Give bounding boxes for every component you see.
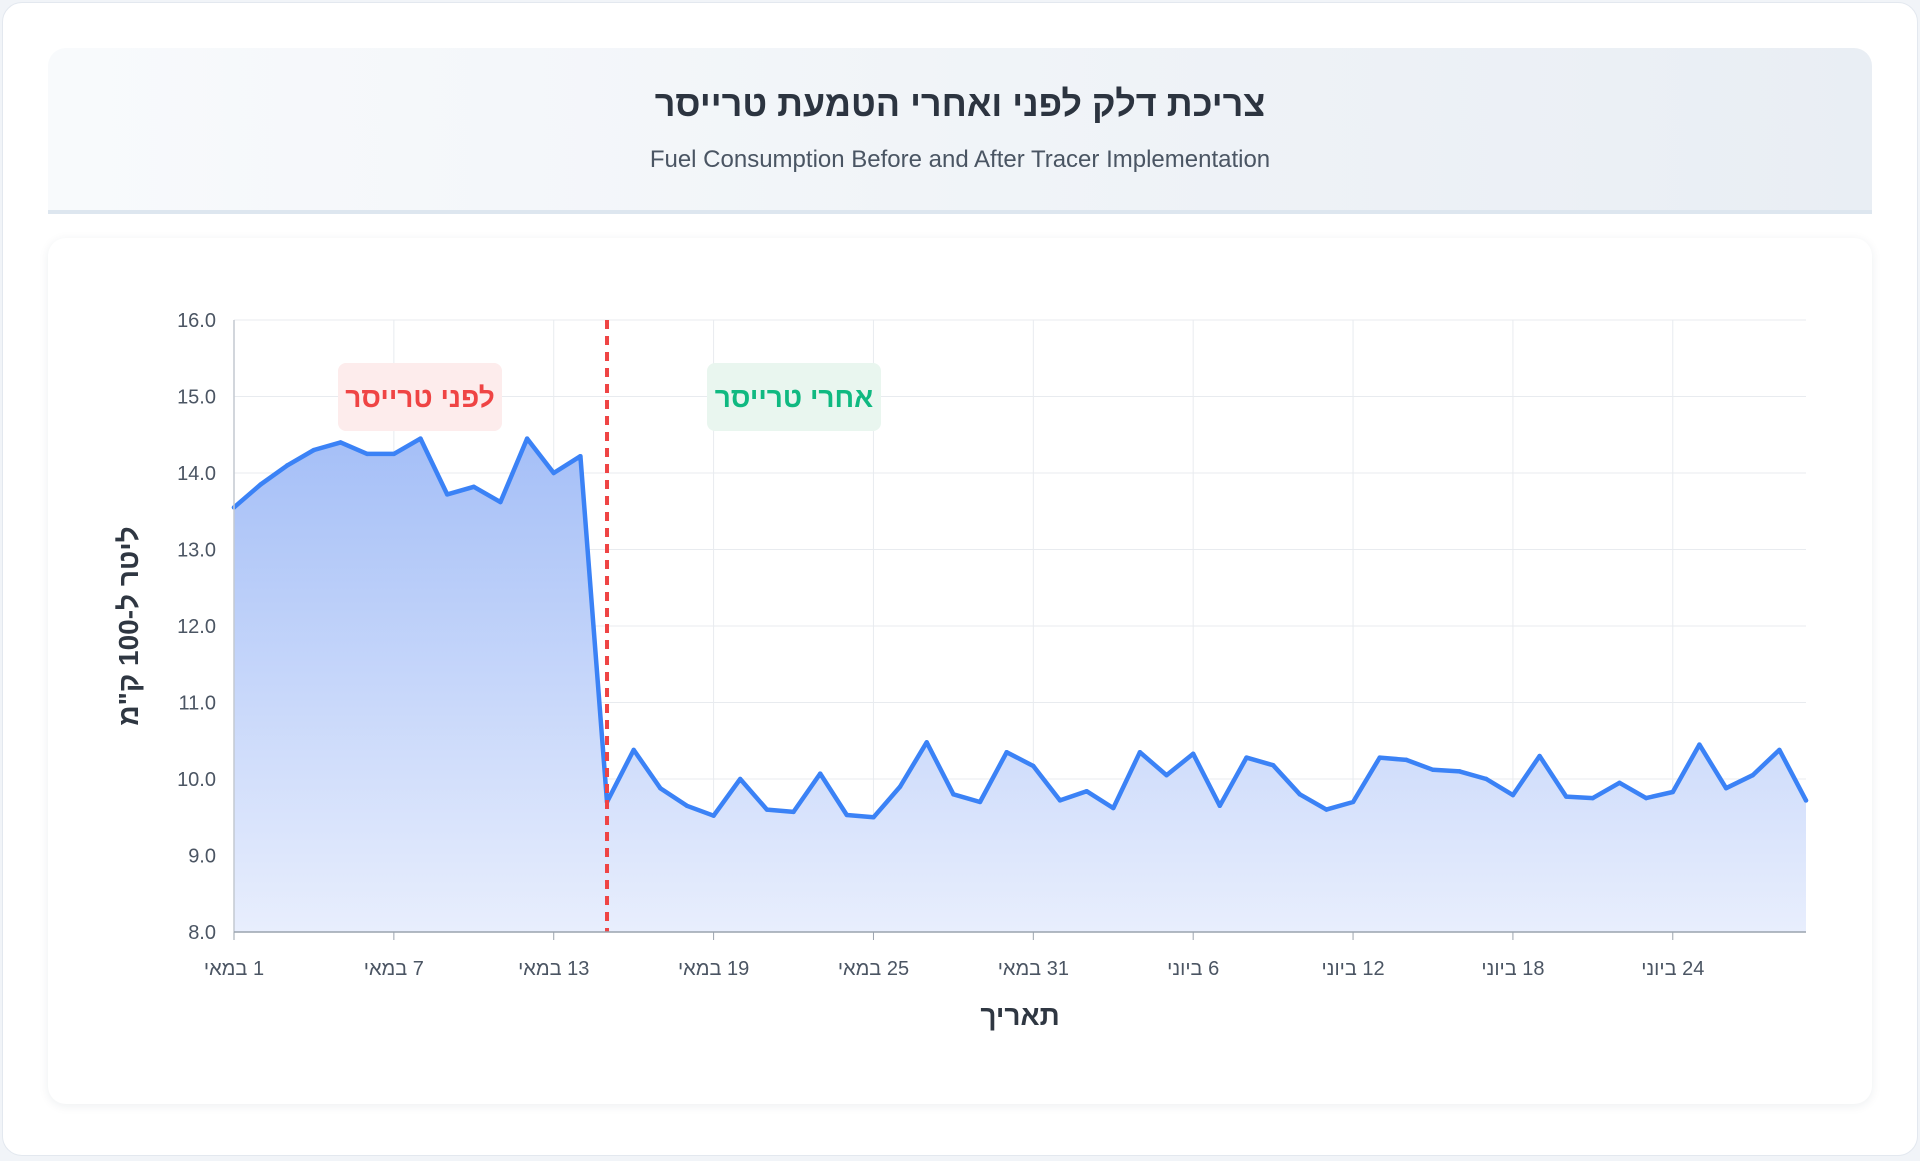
data-point <box>578 453 583 459</box>
data-point <box>285 463 290 468</box>
y-tick-label: 14.0 <box>177 463 216 485</box>
data-point <box>1111 805 1116 811</box>
x-tick-label: 6 ביוני <box>1167 958 1219 980</box>
x-tick-label: 7 במאי <box>364 958 424 980</box>
data-point <box>1670 789 1675 795</box>
data-point <box>1297 792 1302 797</box>
y-tick-label: 15.0 <box>177 387 216 409</box>
data-point <box>1457 769 1462 774</box>
fuel-consumption-chart: לפני טרייסר אחרי טרייסר 16.015.014.013.01… <box>113 310 1809 1031</box>
data-point <box>1324 807 1329 812</box>
data-point <box>498 499 503 505</box>
data-point <box>1377 755 1382 760</box>
data-point <box>738 776 743 782</box>
y-tick-label: 10.0 <box>177 769 216 791</box>
before-zone-label: לפני טרייסר <box>345 382 494 413</box>
data-point <box>1244 755 1249 760</box>
data-point <box>844 812 850 818</box>
y-tick-label: 9.0 <box>188 846 216 868</box>
data-point <box>924 740 929 745</box>
data-point <box>951 792 956 797</box>
data-point <box>1777 747 1782 753</box>
x-tick-label: 19 במאי <box>678 958 749 980</box>
data-point <box>1350 799 1356 805</box>
x-tick-label: 31 במאי <box>998 958 1069 980</box>
data-point <box>551 470 556 476</box>
data-point <box>1217 803 1223 808</box>
x-tick-label: 1 במאי <box>204 958 264 980</box>
data-point <box>258 482 263 487</box>
chart-title: צריכת דלק לפני ואחרי הטמעת טרייסר <box>654 83 1266 124</box>
data-point <box>764 807 770 812</box>
y-tick-label: 8.0 <box>188 922 216 944</box>
area-layer <box>231 436 1809 932</box>
y-tick-label: 11.0 <box>179 693 216 715</box>
y-tick-label: 12.0 <box>177 616 216 638</box>
x-axis-title: תאריך <box>980 1000 1059 1031</box>
data-point <box>311 447 317 453</box>
data-point <box>1137 750 1143 755</box>
series-line <box>231 436 1809 820</box>
x-tick-label: 25 במאי <box>838 958 909 980</box>
zone-labels: לפני טרייסר אחרי טרייסר <box>338 363 881 431</box>
chart-subtitle: Fuel Consumption Before and After Tracer… <box>649 146 1271 173</box>
data-point <box>1537 753 1542 759</box>
data-point <box>1057 798 1063 803</box>
data-point <box>817 771 823 776</box>
data-point <box>977 799 983 805</box>
data-point <box>1270 763 1276 768</box>
data-point <box>418 436 423 441</box>
data-point <box>365 451 370 457</box>
y-tick-label: 13.0 <box>177 540 216 562</box>
data-point <box>871 815 876 820</box>
data-point <box>1590 795 1596 801</box>
data-point <box>1564 794 1569 799</box>
x-tick-label: 24 ביוני <box>1641 958 1704 980</box>
data-point <box>1697 742 1702 747</box>
data-point <box>684 803 690 808</box>
data-point <box>1510 792 1516 798</box>
after-zone-label: אחרי טרייסר <box>715 382 873 413</box>
data-point <box>1803 798 1809 803</box>
data-point <box>1031 763 1036 769</box>
series-area <box>234 438 1806 932</box>
data-point <box>711 813 716 818</box>
data-point <box>391 451 397 457</box>
data-point <box>338 440 343 445</box>
y-axis-title: ליטר ל-100 ק"מ <box>113 526 144 725</box>
data-point <box>897 784 903 789</box>
data-point <box>524 436 530 441</box>
data-point <box>1484 776 1489 782</box>
after-zone-box <box>707 363 881 431</box>
y-tick-label: 16.0 <box>177 310 216 332</box>
before-zone-box <box>338 363 502 431</box>
axes: 16.0 15.0 14.0 13.0 12.0 11.0 10.0 9.0 8.0 1 במאי… <box>113 310 1806 1031</box>
data-point <box>1004 750 1009 755</box>
chart-header: צריכת דלק לפני ואחרי הטמעת טרייסר Fuel C… <box>48 48 1872 214</box>
data-point <box>1750 772 1755 778</box>
data-point <box>471 484 476 489</box>
data-point <box>1404 757 1409 763</box>
data-point <box>791 809 796 815</box>
data-point <box>1430 767 1436 773</box>
x-tick-label: 18 ביוני <box>1481 958 1544 980</box>
data-point <box>631 747 636 753</box>
data-point <box>1190 751 1196 756</box>
x-tick-label: 12 ביוני <box>1321 958 1384 980</box>
data-point <box>658 785 663 791</box>
data-point <box>444 492 450 497</box>
chart-card: לפני טרייסר אחרי טרייסר 16.0 15.0 14.0 13.0 1… <box>48 238 1872 1104</box>
data-point <box>1723 785 1729 791</box>
data-point <box>1084 789 1089 794</box>
data-point <box>1164 772 1169 778</box>
x-tick-label: 13 במאי <box>518 958 589 980</box>
data-point <box>1643 795 1649 801</box>
data-point <box>1617 780 1622 786</box>
